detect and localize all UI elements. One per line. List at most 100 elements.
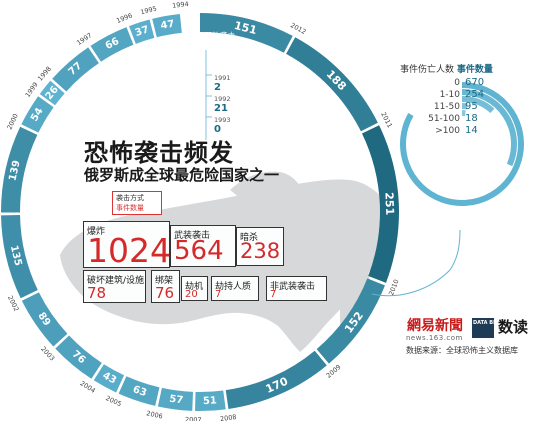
- year-label-1996: 1996: [115, 11, 133, 25]
- ring-segment-1996: [90, 27, 134, 62]
- ring-segment-2012: [200, 13, 293, 53]
- ring-segment-2004: [93, 364, 125, 393]
- casualty-title-b: 事件数量: [456, 65, 493, 75]
- method-box-assassination: 暗杀 238: [236, 227, 284, 266]
- ring-segment-2001: [1, 214, 38, 299]
- ring-segment-2006: [157, 387, 193, 411]
- ring-value-2007: 51: [203, 395, 218, 407]
- casualty-value: 254: [465, 89, 485, 100]
- casualty-value: 14: [465, 125, 478, 136]
- casualty-label: 1-10: [439, 90, 460, 100]
- ring-segment-2005: [118, 376, 160, 406]
- ring-label-line1: 恐怖袭击: [205, 30, 235, 40]
- year-value-1991: 2: [214, 82, 221, 93]
- method-label: 绑架: [155, 276, 174, 286]
- casualty-title-a: 事件伤亡人数: [400, 65, 455, 75]
- ring-value-1994: 47: [160, 19, 176, 32]
- method-label: 非武装袭击: [270, 282, 316, 292]
- method-value: 7: [270, 289, 277, 300]
- year-value-1993: 0: [214, 124, 221, 135]
- casualty-label: 51-100: [428, 114, 460, 124]
- method-legend: 袭击方式 事件数量: [112, 191, 162, 215]
- method-box-facility: 破坏建筑/设施 78: [83, 270, 146, 303]
- year-label-1999: 1999: [24, 81, 40, 99]
- method-box-hostage: 劫持人质 7: [211, 276, 259, 301]
- ring-value-2000: 139: [7, 159, 22, 182]
- ring-value-2006: 57: [169, 394, 184, 407]
- ring-segment-2010: [361, 125, 399, 283]
- data-source: 数据来源：全球恐怖主义数据库: [406, 346, 518, 355]
- ring-segment-2000: [1, 126, 38, 213]
- method-label: 暗杀: [240, 233, 259, 243]
- method-box-hijack: 劫机 20: [181, 276, 208, 301]
- method-value: 1024: [87, 231, 171, 270]
- casualty-label: >100: [435, 126, 460, 136]
- year-label-2003: 2003: [39, 345, 56, 363]
- casualty-value: 95: [465, 101, 478, 112]
- casualty-ring: [400, 82, 524, 206]
- ring-value-2012: 151: [233, 19, 258, 37]
- ring-value-2005: 63: [131, 384, 148, 399]
- ring-segment-2008: [225, 350, 327, 409]
- ring-value-2001: 135: [8, 244, 24, 267]
- ring-segment-2007: [195, 390, 226, 411]
- casualty-arc-2: [461, 96, 495, 114]
- ring-segment-2011: [286, 37, 378, 132]
- ring-segment-1995: [129, 19, 155, 44]
- ring-layer: 1511882511521705157634376891351395426776…: [1, 13, 399, 411]
- casualty-label: 0: [454, 78, 460, 88]
- method-label: 爆炸: [87, 227, 106, 237]
- year-label-1997: 1997: [75, 31, 93, 47]
- year-label-2010: 2010: [387, 278, 400, 296]
- method-label: 劫持人质: [215, 282, 252, 292]
- casualty-arc-1: [461, 89, 517, 167]
- year-label-2005: 2005: [104, 394, 122, 408]
- method-label: 破坏建筑/设施: [87, 276, 145, 286]
- year-label-1993: 1993: [214, 116, 231, 124]
- year-label-1991: 1991: [214, 74, 231, 82]
- casualty-value: 18: [465, 113, 478, 124]
- ring-segment-2009: [316, 278, 385, 364]
- year-label-2011: 2011: [379, 111, 394, 129]
- method-value: 7: [215, 289, 222, 300]
- ring-segment-1998: [39, 80, 65, 106]
- legend-line-2: 事件数量: [116, 204, 144, 212]
- netease-logo: 網易新聞: [407, 318, 463, 334]
- ring-value-1995: 37: [134, 24, 151, 39]
- casualty-label: 11-50: [433, 102, 460, 112]
- year-label-1998: 1998: [36, 65, 53, 83]
- year-label-2002: 2002: [6, 294, 21, 312]
- method-value: 564: [174, 236, 224, 266]
- ring-segment-1994: [152, 14, 182, 38]
- method-value: 76: [155, 284, 175, 302]
- method-box-kidnap: 绑架 76: [151, 270, 180, 303]
- ring-label-line2: 事件数量: [205, 40, 235, 50]
- ring-value-2010: 251: [382, 192, 396, 216]
- casualty-arc-0: [400, 82, 524, 206]
- year-label-1995: 1995: [140, 4, 158, 16]
- datablog-logo: DATA BLOG: [472, 318, 504, 338]
- connector-line: [371, 229, 461, 297]
- year-label-2009: 2009: [325, 363, 343, 380]
- year-value-1992: 21: [214, 103, 228, 114]
- method-value: 20: [185, 289, 198, 300]
- method-value: 238: [240, 239, 281, 263]
- ring-segment-2003: [55, 335, 102, 379]
- year-label-2008: 2008: [220, 413, 238, 421]
- method-label: 武装袭击: [174, 231, 211, 241]
- ring-segment-1997: [52, 47, 99, 92]
- method-box-armed: 武装袭击 564: [170, 225, 236, 267]
- year-label-2006: 2006: [146, 409, 164, 420]
- casualty-value: 670: [465, 77, 485, 88]
- ring-segment-2002: [21, 292, 68, 347]
- map-shape-north: [230, 171, 300, 198]
- shudu-logo: 数读: [498, 318, 529, 336]
- page-title: 恐怖袭击频发: [84, 139, 234, 167]
- netease-url: news.163.com: [406, 334, 463, 342]
- method-box-unarmed: 非武装袭击 7: [266, 276, 327, 301]
- method-label: 劫机: [185, 282, 204, 292]
- method-value: 78: [87, 284, 107, 302]
- casualty-title: 事件伤亡人数 事件数量: [400, 62, 493, 75]
